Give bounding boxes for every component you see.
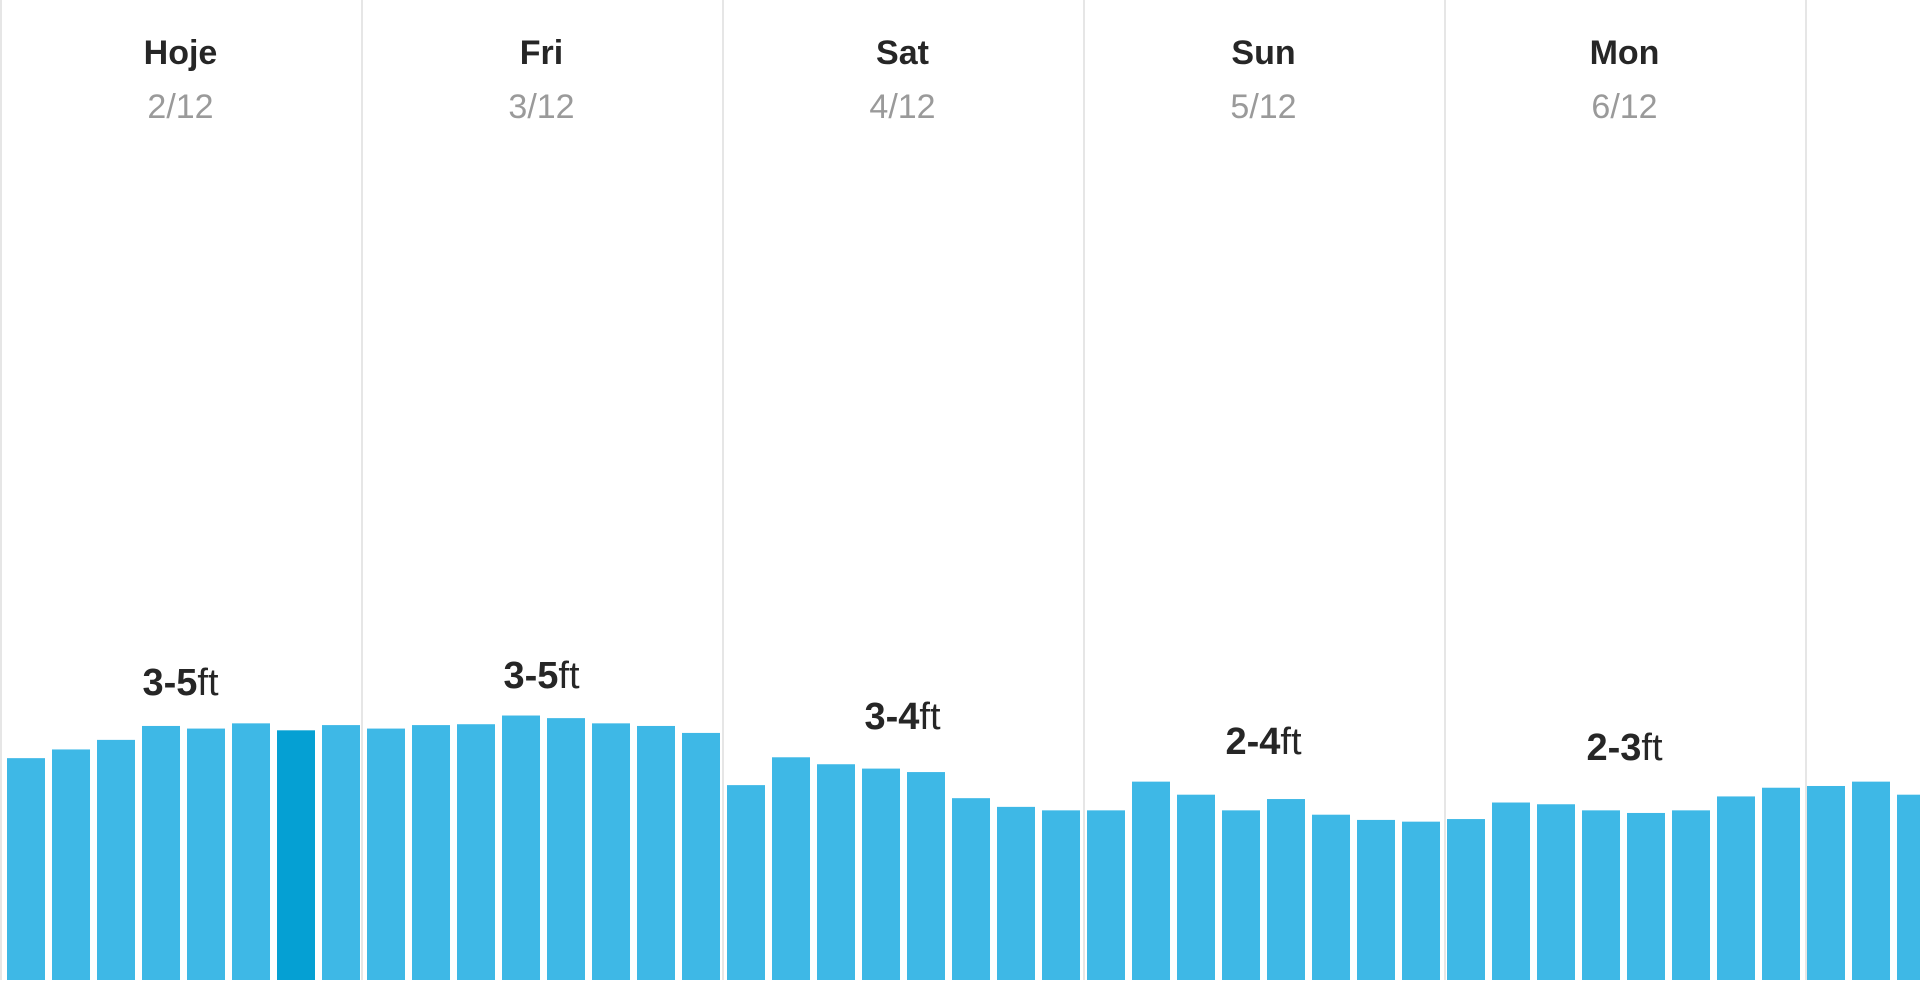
wave-bar[interactable] — [1177, 794, 1215, 980]
wave-range-unit: ft — [197, 662, 219, 705]
wave-bar[interactable] — [817, 764, 855, 980]
wave-range-value: 3-5 — [142, 662, 198, 705]
day-date: 3/12 — [508, 88, 575, 126]
wave-bar[interactable] — [187, 728, 225, 980]
wave-bar[interactable] — [457, 724, 495, 980]
wave-range-unit: ft — [1280, 720, 1302, 763]
wave-bar[interactable] — [322, 725, 360, 980]
wave-bar[interactable] — [1042, 810, 1080, 980]
wave-bar[interactable] — [1492, 802, 1530, 980]
wave-bar[interactable] — [997, 806, 1035, 980]
day-name: Hoje — [143, 34, 218, 72]
wave-range-unit: ft — [1641, 726, 1663, 769]
wave-bar[interactable] — [907, 772, 945, 980]
wave-bar[interactable] — [1537, 804, 1575, 980]
wave-range-label: 3-4ft — [722, 695, 1083, 739]
wave-bar[interactable] — [547, 718, 585, 980]
wave-bar[interactable] — [1267, 799, 1305, 980]
day-header: Sun 5/12 — [1083, 0, 1444, 127]
wave-bar[interactable] — [1762, 787, 1800, 980]
wave-range-label: 2-3ft — [1444, 726, 1805, 770]
wave-range-label: 2-4ft — [1083, 720, 1444, 764]
wave-bar[interactable] — [52, 749, 90, 980]
day-date: 2/12 — [147, 88, 214, 126]
wave-bar[interactable] — [1447, 819, 1485, 980]
wave-bar[interactable] — [1357, 819, 1395, 980]
wave-bar[interactable] — [1897, 794, 1920, 980]
day-divider — [0, 0, 2, 980]
day-name: Sun — [1231, 34, 1296, 72]
wave-bar[interactable] — [1627, 812, 1665, 980]
day-date: 4/12 — [869, 88, 936, 126]
wave-bar[interactable] — [97, 739, 135, 980]
day-header: Fri 3/12 — [361, 0, 722, 127]
wave-bar[interactable] — [1402, 821, 1440, 980]
wave-bar[interactable] — [637, 725, 675, 980]
day-header: Sat 4/12 — [722, 0, 1083, 127]
wave-bar[interactable] — [367, 728, 405, 980]
wave-bar[interactable] — [1852, 781, 1890, 980]
day-header: Hoje 2/12 — [0, 0, 361, 127]
wave-bar[interactable] — [682, 732, 720, 980]
wave-bar[interactable] — [1222, 810, 1260, 980]
wave-bar[interactable] — [862, 768, 900, 980]
wave-bar[interactable] — [142, 725, 180, 980]
wave-bar-current[interactable] — [277, 730, 315, 980]
wave-bar[interactable] — [412, 725, 450, 980]
wave-range-label: 3-5ft — [0, 661, 361, 705]
wave-bar[interactable] — [772, 757, 810, 980]
wave-range-value: 3-5 — [503, 654, 559, 697]
wave-bar[interactable] — [1582, 810, 1620, 980]
day-name: Mon — [1589, 34, 1660, 72]
day-header: Mon 6/12 — [1444, 0, 1805, 127]
wave-bar[interactable] — [1132, 781, 1170, 980]
day-date: 6/12 — [1591, 88, 1658, 126]
wave-bar[interactable] — [727, 785, 765, 980]
day-name: Sat — [876, 34, 929, 72]
wave-range-label: 3-5ft — [361, 654, 722, 698]
wave-bar[interactable] — [1717, 796, 1755, 980]
day-date: 5/12 — [1230, 88, 1297, 126]
wave-range-value: 2-4 — [1225, 720, 1281, 763]
day-divider — [722, 0, 724, 980]
day-divider — [1805, 0, 1807, 980]
day-divider — [1083, 0, 1085, 980]
wave-bar[interactable] — [232, 723, 270, 980]
wave-bar[interactable] — [1672, 810, 1710, 980]
wave-bar[interactable] — [1312, 814, 1350, 980]
day-name: Fri — [519, 34, 564, 72]
wave-bar[interactable] — [952, 798, 990, 980]
wave-bar[interactable] — [502, 715, 540, 980]
wave-range-value: 3-4 — [864, 696, 920, 739]
wave-range-value: 2-3 — [1586, 726, 1642, 769]
wave-range-unit: ft — [919, 696, 941, 739]
wave-range-unit: ft — [558, 654, 580, 697]
wave-bar[interactable] — [1087, 810, 1125, 980]
wave-bar[interactable] — [592, 723, 630, 980]
wave-bar[interactable] — [7, 758, 45, 980]
day-divider — [1444, 0, 1446, 980]
day-divider — [361, 0, 363, 980]
wave-bar[interactable] — [1807, 785, 1845, 980]
